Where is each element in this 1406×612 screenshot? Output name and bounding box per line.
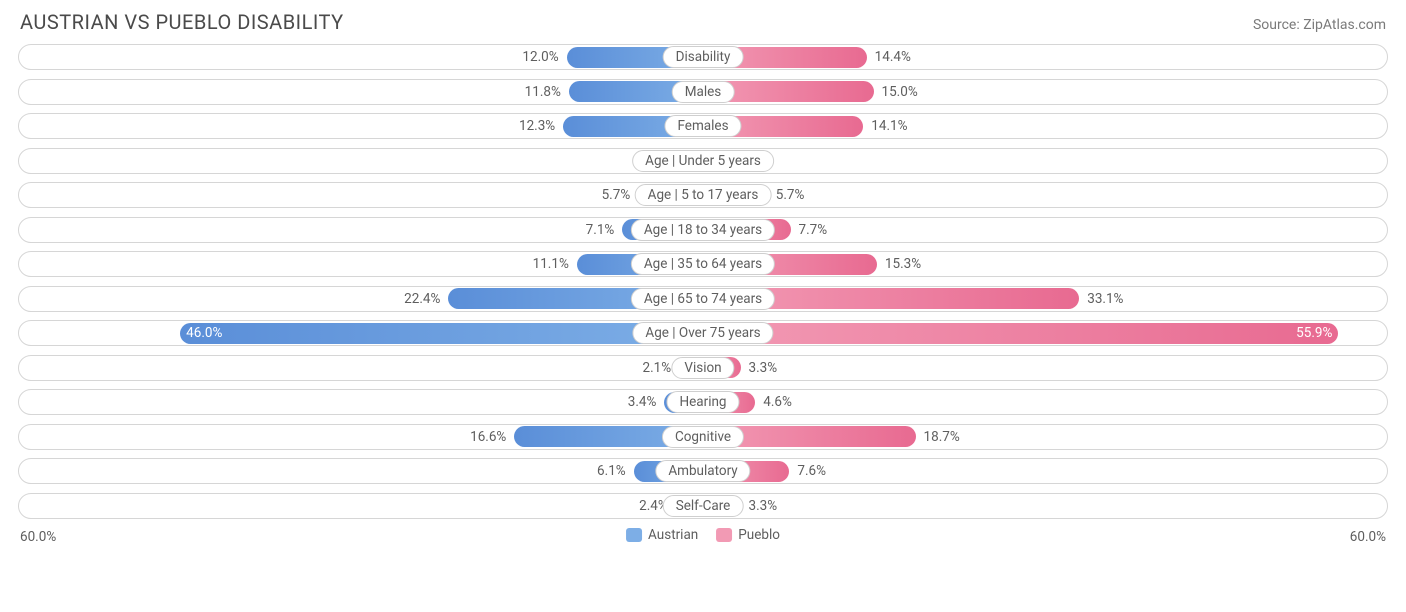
axis-right-max: 60.0% [1350,529,1386,545]
value-right: 33.1% [1079,291,1123,307]
chart-source: Source: ZipAtlas.com [1253,17,1386,33]
value-right: 5.7% [768,187,805,203]
value-right: 7.7% [791,222,828,238]
row-label: Females [664,115,741,137]
value-right: 55.9% [1296,325,1332,341]
value-left: 46.0% [186,325,222,341]
value-right: 14.4% [867,49,911,65]
legend-label-right: Pueblo [738,527,780,543]
bar-left [180,323,703,344]
chart-row: 16.6% 18.7% Cognitive [18,424,1388,450]
row-label: Age | 18 to 34 years [631,219,775,241]
value-left: 22.4% [404,291,448,307]
value-left: 12.0% [522,49,566,65]
chart-row: 11.1% 15.3% Age | 35 to 64 years [18,251,1388,277]
chart-row: 6.1% 7.6% Ambulatory [18,458,1388,484]
row-label: Males [672,81,735,103]
chart-row: 5.7% 5.7%Age | 5 to 17 years [18,182,1388,208]
chart-row: 22.4% 33.1% Age | 65 to 74 years [18,286,1388,312]
row-label: Age | 5 to 17 years [635,184,772,206]
row-label: Vision [671,357,734,379]
legend-swatch-right [716,528,732,542]
chart-row: 7.1% 7.7% Age | 18 to 34 years [18,217,1388,243]
chart-row: 2.1%3.3%Vision [18,355,1388,381]
value-left: 5.7% [602,187,639,203]
row-label: Hearing [666,391,739,413]
value-left: 11.8% [525,84,569,100]
bar-right [703,323,1338,344]
chart-row: 12.0% 14.4% Disability [18,44,1388,70]
value-left: 7.1% [586,222,623,238]
row-label: Age | 65 to 74 years [631,288,775,310]
chart-legend: Austrian Pueblo [626,527,780,543]
chart-title: AUSTRIAN VS PUEBLO DISABILITY [20,10,344,34]
chart-row: 1.4%1.3%Age | Under 5 years [18,148,1388,174]
legend-label-left: Austrian [648,527,698,543]
chart-header: AUSTRIAN VS PUEBLO DISABILITY Source: Zi… [18,10,1388,44]
value-right: 15.0% [874,84,918,100]
value-right: 18.7% [916,429,960,445]
chart-row: 2.4%3.3%Self-Care [18,493,1388,519]
chart-row: 11.8% 15.0% Males [18,79,1388,105]
value-left: 12.3% [519,118,563,134]
row-label: Self-Care [663,495,744,517]
legend-swatch-left [626,528,642,542]
chart-row: 46.0% 55.9% Age | Over 75 years [18,320,1388,346]
value-right: 15.3% [877,256,921,272]
row-label: Age | 35 to 64 years [631,253,775,275]
chart-row: 3.4% 4.6% Hearing [18,389,1388,415]
axis-left-max: 60.0% [20,529,56,545]
legend-item-left: Austrian [626,527,698,543]
value-left: 16.6% [470,429,514,445]
value-right: 4.6% [755,394,792,410]
value-left: 6.1% [597,463,634,479]
value-right: 3.3% [741,360,778,376]
value-left: 11.1% [533,256,577,272]
value-right: 3.3% [741,498,778,514]
row-label: Age | Under 5 years [632,150,774,172]
diverging-bar-chart: 12.0% 14.4% Disability 11.8% 15.0% Males 12.3%… [18,44,1388,519]
value-right: 14.1% [863,118,907,134]
chart-row: 12.3% 14.1% Females [18,113,1388,139]
value-left: 3.4% [628,394,665,410]
row-label: Age | Over 75 years [632,322,773,344]
row-label: Disability [663,46,744,68]
value-right: 7.6% [789,463,826,479]
legend-item-right: Pueblo [716,527,780,543]
chart-footer: 60.0% Austrian Pueblo 60.0% [18,527,1388,551]
row-label: Cognitive [662,426,744,448]
row-label: Ambulatory [655,460,750,482]
